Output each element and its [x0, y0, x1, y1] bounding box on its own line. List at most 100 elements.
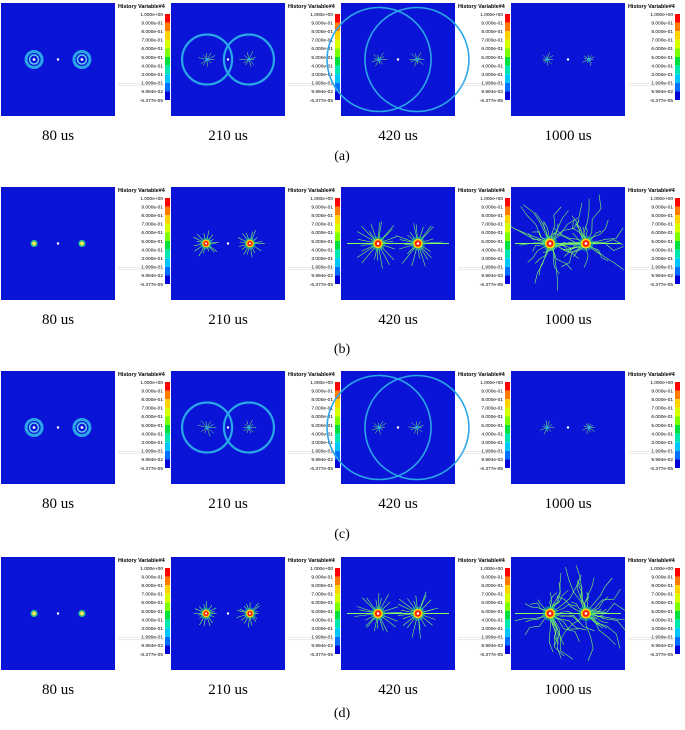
legend-value: 1.000e+00 [650, 566, 673, 572]
figure-row: History Variable#4 1.000e+00 9.000e-01 8.00… [1, 557, 680, 721]
legend-value: 4.000e-01 [481, 431, 503, 437]
simulation-panel: History Variable#4 1.000e+00 9.000e-01 8.00… [171, 557, 340, 698]
legend-value: 7.000e-01 [311, 222, 333, 228]
legend-swatch [165, 425, 170, 434]
legend-swatch [675, 223, 680, 233]
legend-swatch [335, 206, 340, 216]
legend-swatch [335, 232, 340, 241]
legend-swatch [335, 442, 340, 451]
legend-value: 1.000e+00 [140, 196, 163, 202]
legend-swatch [165, 382, 170, 391]
legend-swatch [505, 82, 510, 92]
legend-value: -6.377e-05 [650, 466, 674, 472]
legend-value: 3.000e-01 [481, 626, 503, 632]
legend-swatch [335, 14, 340, 23]
legend-value: 1.000e+00 [310, 566, 333, 572]
legend-swatch [675, 390, 680, 400]
legend-swatch [675, 198, 680, 207]
legend-swatch [165, 275, 170, 284]
simulation-panel: History Variable#4 1.000e+00 9.000e-01 8.00… [503, 187, 680, 328]
blast-hole [248, 242, 251, 245]
legend-value: 7.000e-01 [481, 592, 503, 598]
legend-swatch [675, 275, 680, 284]
legend-value: 7.000e-01 [311, 38, 333, 44]
legend-swatch [505, 266, 510, 276]
legend-swatch [505, 442, 510, 451]
legend-swatch [165, 232, 170, 241]
simulation-panel: History Variable#4 1.000e+00 9.000e-01 8.00… [341, 557, 510, 698]
legend-swatch [335, 416, 340, 425]
legend-title: History Variable#4 [288, 188, 335, 194]
legend-swatch [165, 585, 170, 594]
legend-value: 4.000e-01 [311, 247, 333, 253]
damage-star-core [415, 425, 419, 430]
legend-swatch [675, 266, 680, 276]
crack-branch [585, 613, 594, 662]
legend-value: 6.000e-01 [481, 600, 503, 606]
center-point [566, 426, 570, 429]
legend-swatch [675, 258, 680, 267]
legend-swatch [335, 39, 340, 49]
legend-value: 5.000e-01 [481, 239, 503, 245]
center-point [226, 58, 230, 61]
legend-value: 5.000e-01 [311, 423, 333, 429]
simulation-panel: History Variable#4 1.000e+00 9.000e-01 8.00… [326, 371, 510, 512]
legend-value: 3.000e-01 [651, 72, 673, 78]
legend-swatch [505, 206, 510, 216]
legend-swatch [335, 48, 340, 57]
legend-value: 1.000e+00 [140, 12, 163, 18]
legend-swatch [165, 65, 170, 75]
damage-star-core [377, 57, 381, 62]
legend-swatch [335, 390, 340, 400]
blast-hole [205, 612, 208, 615]
legend-value: 6.000e-01 [651, 46, 673, 52]
legend-value: 6.000e-01 [311, 230, 333, 236]
damage-star-core [247, 57, 251, 62]
legend-value: 3.000e-01 [141, 256, 163, 262]
stress-wave-ring [24, 418, 44, 437]
legend-value: 6.000e-01 [311, 600, 333, 606]
legend-value: 9.000e-01 [651, 204, 673, 210]
legend-value: 4.000e-01 [311, 63, 333, 69]
legend-value: -6.377e-05 [480, 282, 504, 288]
legend-swatch [505, 91, 510, 100]
legend-value: 8.000e-01 [651, 29, 673, 35]
legend-value: 6.000e-01 [481, 46, 503, 52]
time-label: 1000 us [544, 312, 591, 328]
legend-swatch [335, 215, 340, 224]
legend-swatch [505, 249, 510, 259]
blast-hole [32, 58, 36, 61]
center-point [56, 426, 60, 429]
center-point [396, 58, 400, 61]
legend-swatch [335, 576, 340, 586]
legend-swatch [335, 399, 340, 408]
time-label: 420 us [378, 312, 418, 328]
center-point [56, 58, 60, 61]
legend-value: 9.994e-02 [311, 457, 333, 463]
legend-swatch [165, 576, 170, 586]
legend-value: 4.000e-01 [481, 63, 503, 69]
legend-value: 5.000e-01 [651, 55, 673, 61]
legend-swatch [165, 628, 170, 637]
legend-swatch [505, 450, 510, 460]
legend-swatch [505, 39, 510, 49]
legend-value: 9.000e-01 [311, 204, 333, 210]
legend-value: 8.000e-01 [651, 583, 673, 589]
legend-value: 8.000e-01 [651, 397, 673, 403]
legend-value: 7.000e-01 [651, 592, 673, 598]
legend-value: 3.000e-01 [651, 440, 673, 446]
stress-wave-ring [72, 418, 92, 437]
legend-swatch [505, 74, 510, 83]
legend-value: 8.000e-01 [311, 29, 333, 35]
simulation-panel: History Variable#4 1.000e+00 9.000e-01 8.00… [171, 187, 340, 328]
time-label: 80 us [42, 128, 74, 144]
legend-value: 4.000e-01 [651, 431, 673, 437]
legend-value: -6.377e-05 [310, 98, 334, 104]
legend-swatch [335, 223, 340, 233]
legend-swatch [505, 425, 510, 434]
legend-swatch [165, 206, 170, 216]
legend-swatch [505, 198, 510, 207]
legend-value: 6.000e-01 [651, 414, 673, 420]
legend-swatch [335, 636, 340, 646]
crack-branch [520, 206, 551, 244]
